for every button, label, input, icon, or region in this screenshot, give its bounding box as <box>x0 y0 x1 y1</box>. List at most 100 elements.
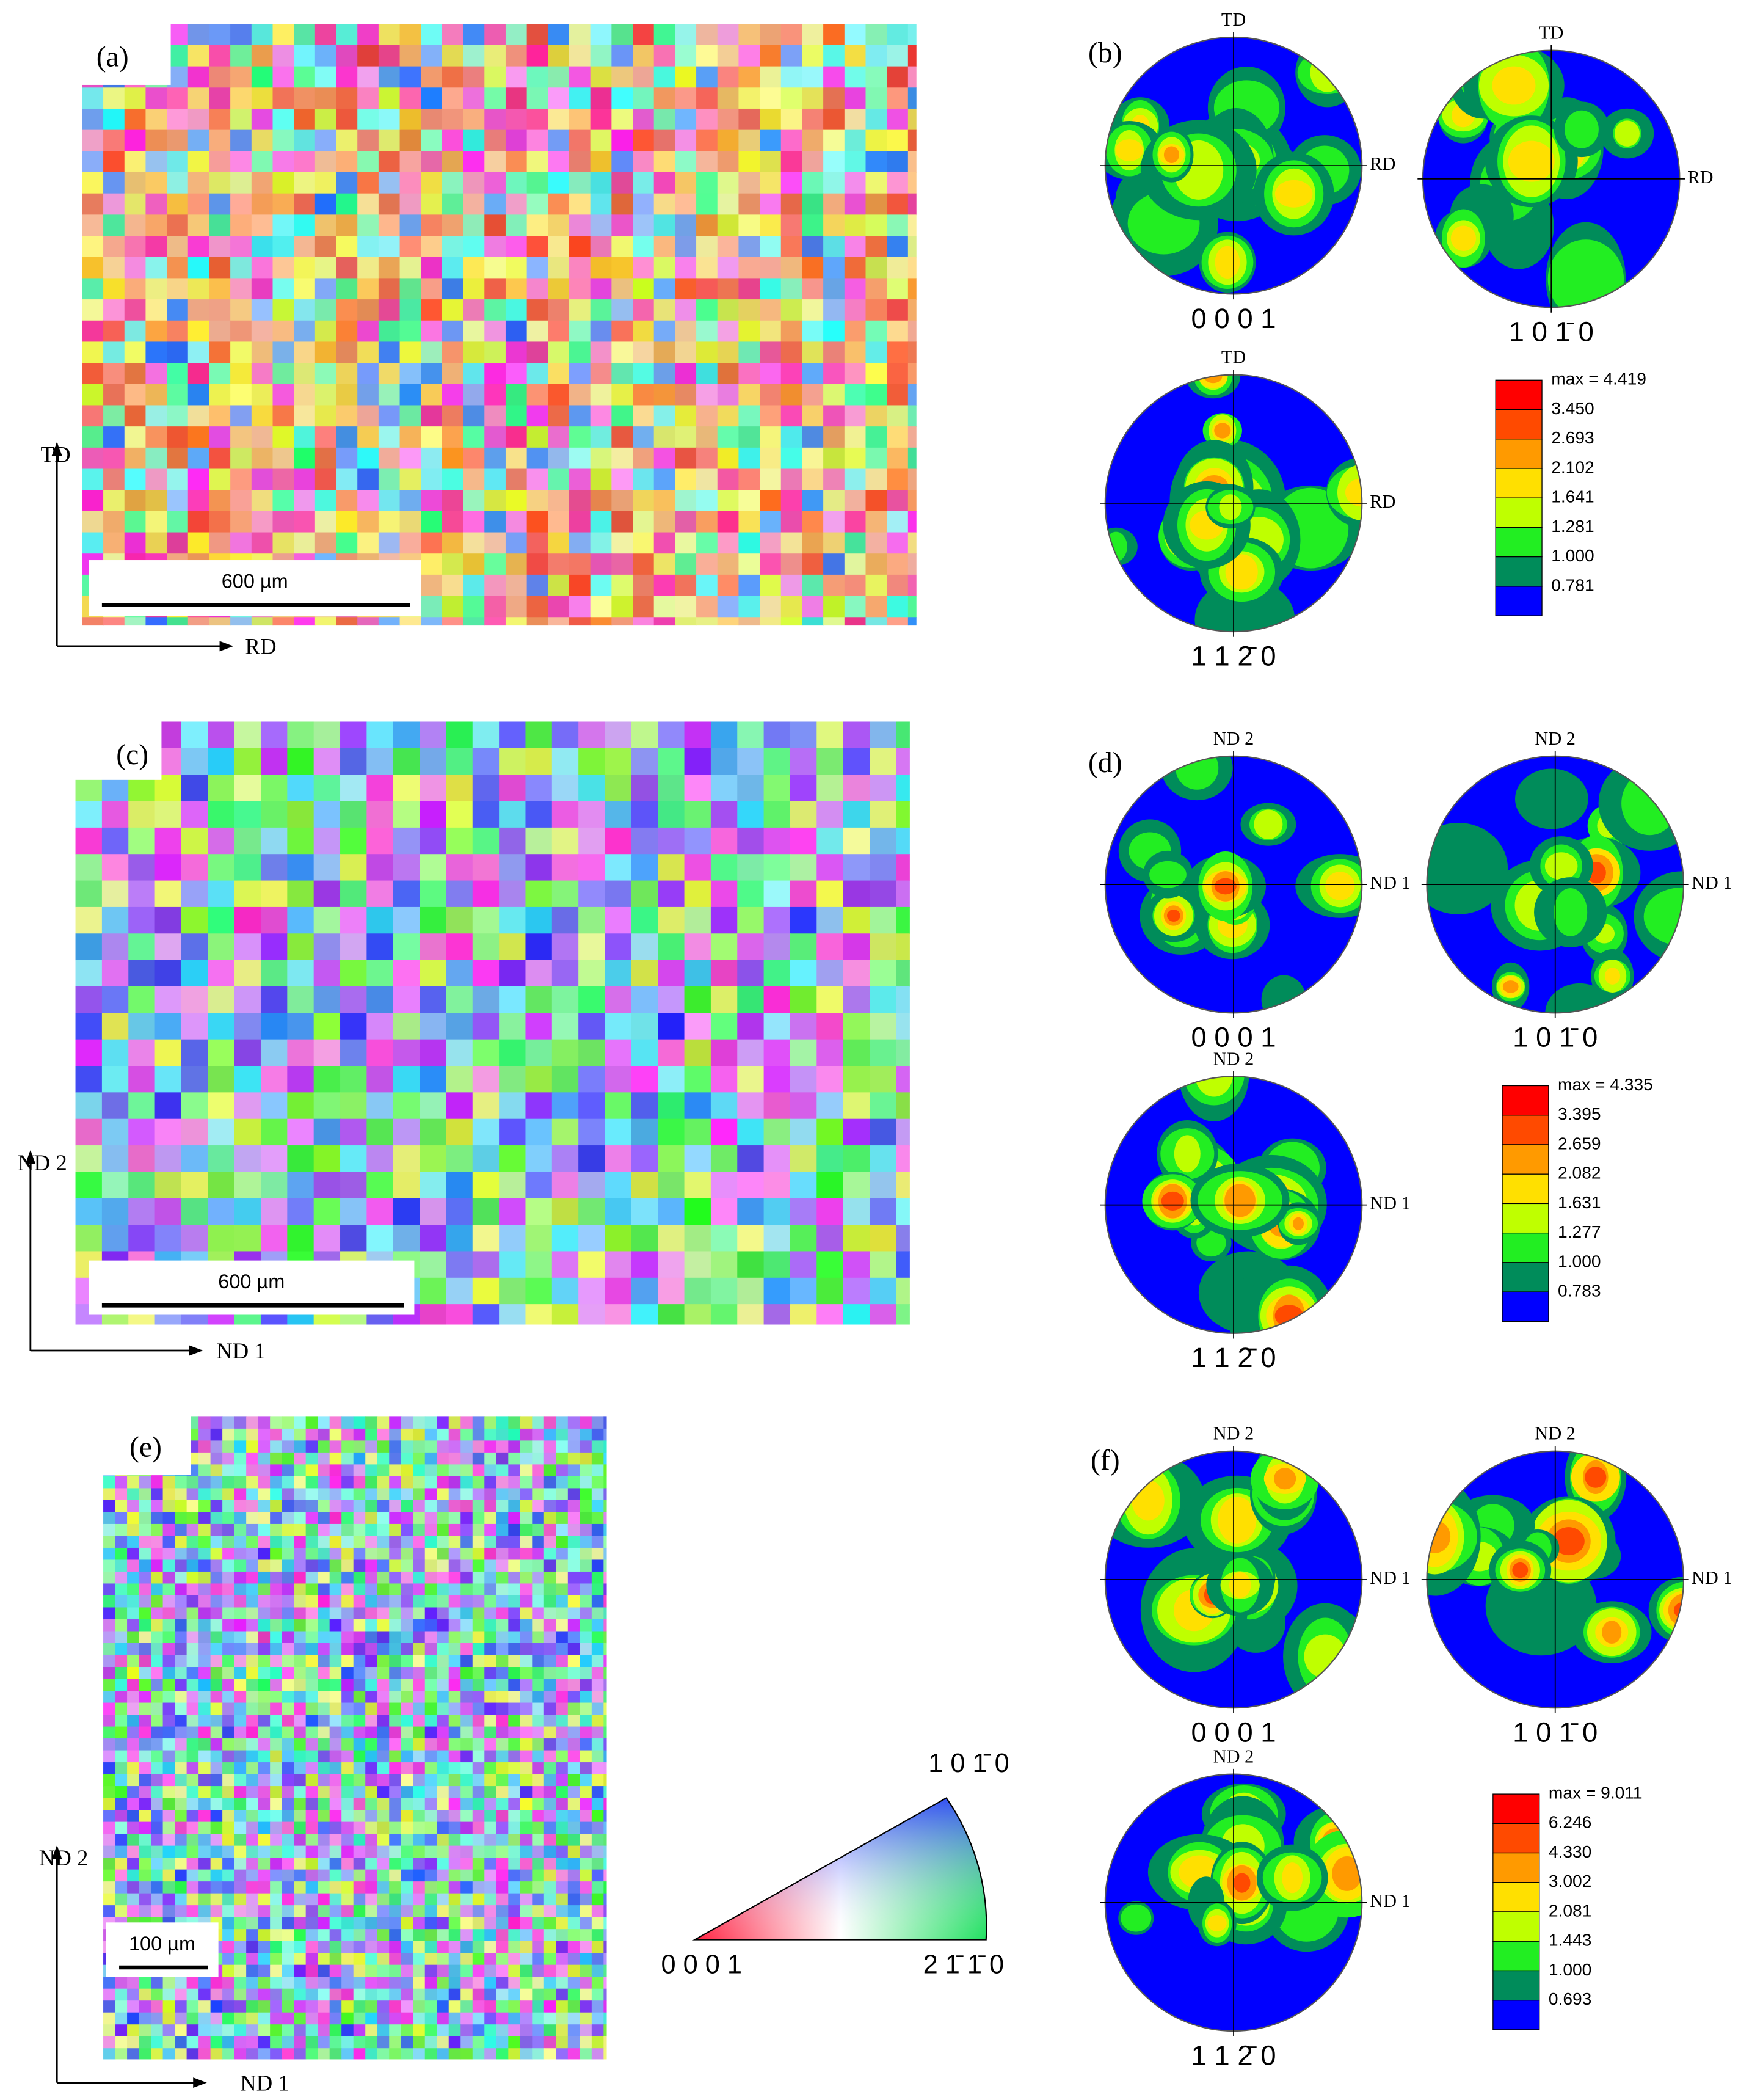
grain <box>103 617 125 626</box>
grain <box>329 1893 343 1906</box>
grain <box>543 1953 557 1966</box>
grain <box>318 1893 330 1906</box>
grain <box>181 775 209 802</box>
grain <box>318 1655 330 1668</box>
grain <box>175 1715 187 1727</box>
grain <box>230 151 252 173</box>
grain <box>780 553 803 575</box>
grain <box>127 1702 140 1715</box>
grain <box>377 1500 390 1513</box>
grain <box>543 1774 557 1787</box>
grain <box>329 1726 343 1739</box>
grain <box>631 748 659 776</box>
grain <box>336 193 358 216</box>
grain <box>389 1416 402 1429</box>
grain <box>823 151 845 173</box>
grain <box>393 1013 420 1040</box>
legend-swatch <box>1502 1232 1549 1263</box>
grain <box>154 880 182 908</box>
grain <box>569 596 591 618</box>
grain <box>499 827 526 855</box>
grain <box>389 1536 402 1548</box>
grain <box>499 1066 526 1093</box>
grain <box>246 1523 259 1537</box>
grain <box>413 1798 426 1810</box>
grain <box>463 151 485 173</box>
grain <box>696 108 718 131</box>
grain <box>210 1774 223 1787</box>
grain <box>162 1512 175 1525</box>
grain <box>377 1845 390 1858</box>
grain <box>658 906 685 935</box>
grain <box>696 45 718 67</box>
grain <box>421 278 443 300</box>
grain <box>270 1834 283 1847</box>
grain <box>446 1066 473 1093</box>
grain <box>780 24 803 46</box>
grain <box>675 129 697 152</box>
grain <box>520 1964 533 1978</box>
grain <box>340 906 368 935</box>
grain <box>499 1304 526 1325</box>
legend-swatch <box>1502 1262 1549 1292</box>
grain <box>234 1869 247 1883</box>
grain <box>448 1500 462 1513</box>
grain <box>802 66 824 89</box>
grain <box>151 1679 164 1691</box>
grain <box>611 490 633 512</box>
grain <box>151 1893 164 1906</box>
grain <box>246 1762 259 1775</box>
grain <box>329 1881 343 1894</box>
grain <box>424 2048 438 2060</box>
grain <box>484 447 506 470</box>
grain <box>569 320 591 343</box>
grain <box>175 2012 187 2025</box>
grain <box>341 1655 354 1668</box>
grain <box>760 341 782 363</box>
grain <box>420 880 447 908</box>
grain <box>508 1440 521 1453</box>
grain <box>737 1277 765 1305</box>
grain <box>484 511 506 533</box>
grain <box>484 2048 497 2060</box>
grain <box>258 2036 271 2049</box>
grain <box>508 1917 521 1930</box>
grain <box>103 468 125 491</box>
grain <box>421 596 443 618</box>
grain <box>907 172 917 194</box>
grain <box>401 1988 414 2002</box>
grain <box>887 299 909 321</box>
grain <box>865 45 888 67</box>
grain <box>186 1881 199 1894</box>
grain <box>127 2036 140 2049</box>
grain <box>420 801 447 828</box>
grain <box>270 1536 283 1548</box>
legend-max: max = 4.335 <box>1558 1074 1653 1094</box>
grain <box>526 320 549 343</box>
grain <box>210 1571 223 1584</box>
grain <box>389 1750 402 1763</box>
grain <box>633 151 655 173</box>
grain <box>496 1559 509 1572</box>
grain <box>484 45 506 67</box>
grain <box>258 1762 271 1775</box>
grain <box>543 1631 557 1644</box>
grain <box>162 1834 175 1847</box>
grain <box>442 426 464 448</box>
grain <box>115 1821 128 1834</box>
grain <box>605 986 632 1014</box>
grain <box>318 1440 330 1453</box>
grain <box>222 1821 235 1834</box>
grain <box>580 1619 592 1632</box>
grain <box>162 2048 175 2060</box>
grain <box>569 66 591 89</box>
grain <box>508 1762 521 1775</box>
grain <box>611 384 633 406</box>
contour <box>1643 887 1684 946</box>
grain <box>869 1092 897 1120</box>
grain <box>780 172 803 194</box>
grain <box>399 405 422 428</box>
grain <box>505 468 528 491</box>
grain <box>198 1512 211 1525</box>
grain <box>567 1655 581 1668</box>
